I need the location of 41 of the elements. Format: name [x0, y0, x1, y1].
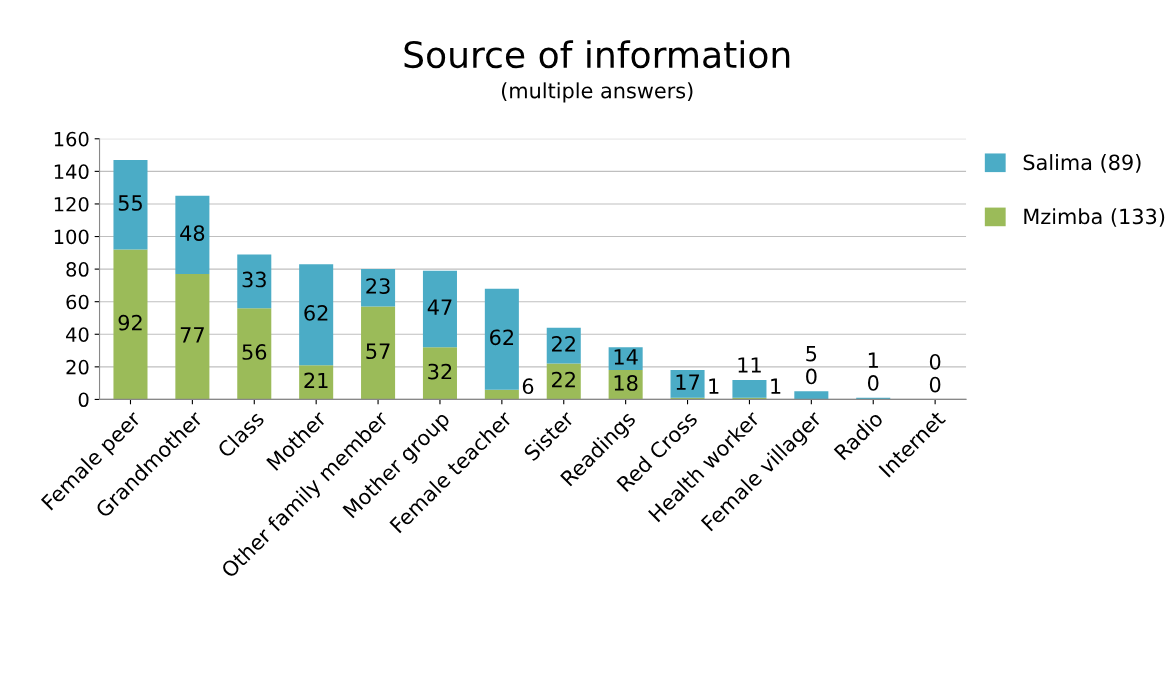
y-tick-label: 100: [54, 229, 89, 245]
chart-subtitle: (multiple answers): [501, 82, 693, 103]
y-tick-label: 80: [66, 262, 89, 277]
data-label: 0: [929, 376, 941, 393]
data-label: 48: [180, 225, 205, 241]
y-tick-label: 60: [66, 294, 89, 310]
data-label: 0: [867, 375, 879, 391]
data-label: 0: [806, 368, 817, 385]
data-label: 62: [304, 305, 328, 321]
data-label: 5: [806, 346, 817, 362]
data-label: 56: [242, 344, 267, 360]
data-label: 14: [614, 349, 638, 365]
data-label: 57: [366, 343, 390, 360]
y-tick-label: 0: [78, 392, 89, 408]
y-tick-label: 140: [54, 164, 89, 180]
chart-title: Source of information: [404, 40, 790, 69]
data-label: 1: [709, 378, 719, 394]
data-label: 33: [242, 271, 266, 288]
data-label: 11: [738, 357, 761, 373]
y-tick-label: 120: [54, 196, 89, 212]
data-label: 77: [180, 327, 204, 343]
legend-label: Salima (89): [1023, 154, 1141, 173]
y-tick-label: 40: [66, 327, 89, 342]
data-label: 62: [490, 329, 514, 346]
y-tick-label: 20: [66, 359, 89, 375]
data-label: 1: [868, 352, 878, 368]
data-label: 17: [676, 374, 700, 390]
data-label: 21: [304, 372, 328, 389]
legend-label: Mzimba (133): [1024, 208, 1165, 227]
y-tick-label: 160: [54, 131, 89, 147]
data-label: 6: [522, 378, 534, 395]
data-label: 0: [929, 353, 941, 370]
data-label: 22: [552, 335, 575, 352]
data-label: 22: [552, 371, 575, 388]
data-label: 32: [428, 363, 452, 380]
data-label: 23: [366, 278, 390, 294]
data-label: 18: [614, 375, 638, 391]
data-label: 47: [427, 299, 452, 315]
data-label: 1: [771, 378, 781, 394]
data-label: 55: [118, 195, 142, 211]
data-label: 92: [118, 314, 142, 331]
